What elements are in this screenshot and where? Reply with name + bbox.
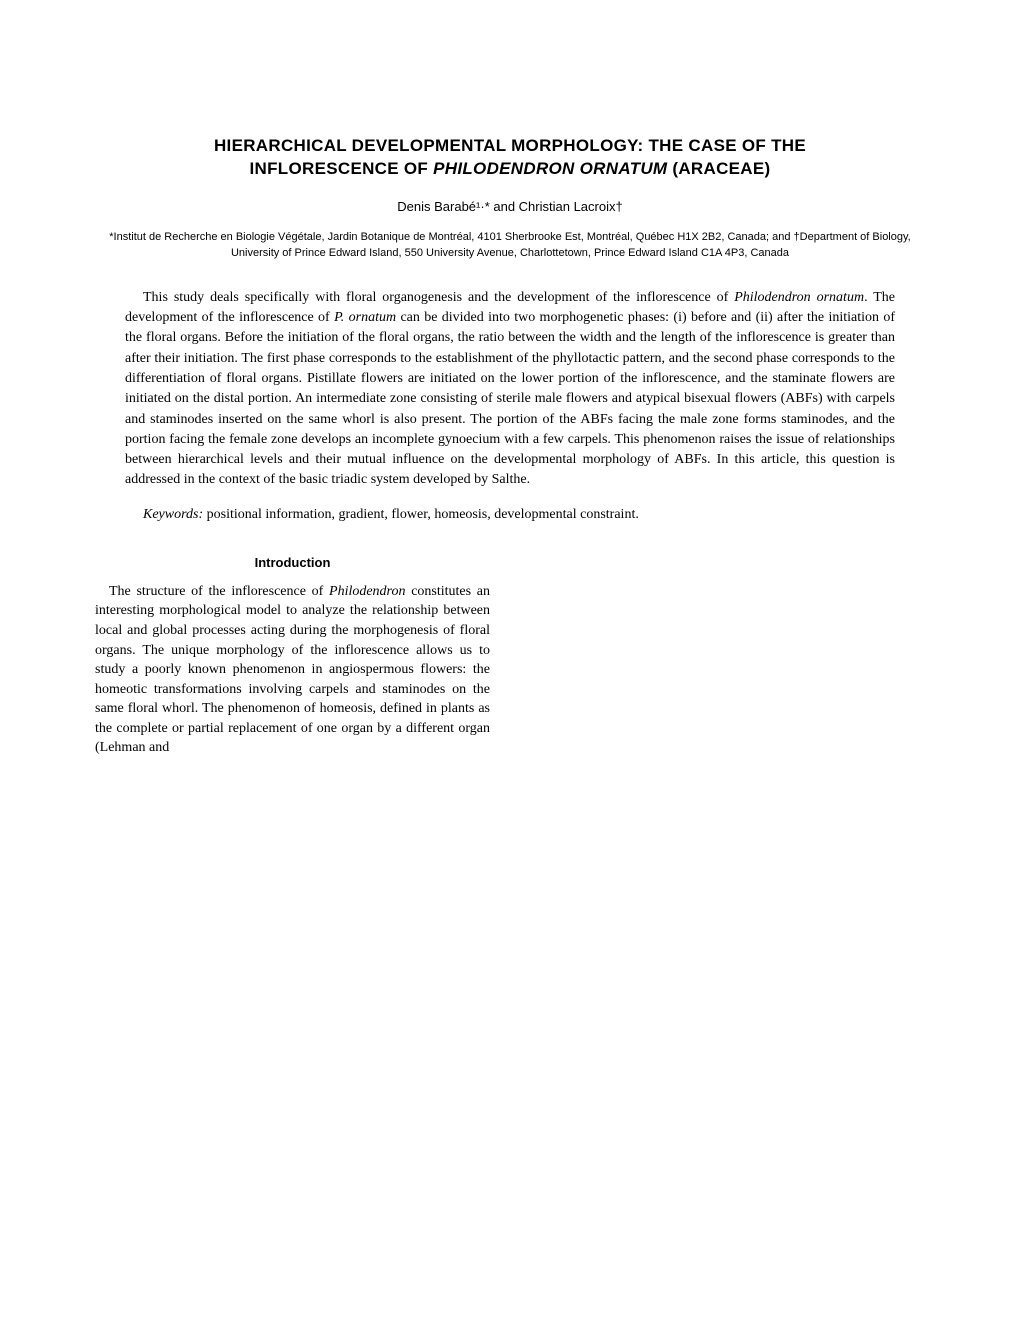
body-p1-pre: The structure of the inflorescence of (109, 584, 329, 599)
body-p1-sci: Philodendron (329, 584, 405, 599)
body-p1-post: constitutes an interesting morphological… (95, 584, 490, 756)
abstract-pre: This study deals specifically with flora… (143, 290, 734, 305)
abstract-post: can be divided into two morphogenetic ph… (125, 310, 895, 487)
title-line2-italic: PHILODENDRON ORNATUM (433, 159, 667, 178)
authors: Denis Barabé¹·* and Christian Lacroix† (95, 199, 925, 214)
title-line2-post: (ARACEAE) (667, 159, 770, 178)
article-title: HIERARCHICAL DEVELOPMENTAL MORPHOLOGY: T… (95, 135, 925, 181)
keywords-text: positional information, gradient, flower… (203, 507, 639, 522)
keywords: Keywords: positional information, gradie… (125, 507, 895, 523)
title-line1: HIERARCHICAL DEVELOPMENTAL MORPHOLOGY: T… (214, 136, 806, 155)
abstract: This study deals specifically with flora… (125, 288, 895, 491)
body-column-left: Introduction The structure of the inflor… (95, 555, 490, 758)
title-line2-pre: INFLORESCENCE OF (250, 159, 434, 178)
body-paragraph-1: The structure of the inflorescence of Ph… (95, 582, 490, 758)
affiliations: *Institut de Recherche en Biologie Végét… (95, 230, 925, 262)
section-heading-introduction: Introduction (95, 555, 490, 570)
abstract-sci1: Philodendron ornatum (734, 290, 864, 305)
keywords-label: Keywords: (143, 507, 203, 522)
abstract-sci2: P. ornatum (334, 310, 396, 325)
